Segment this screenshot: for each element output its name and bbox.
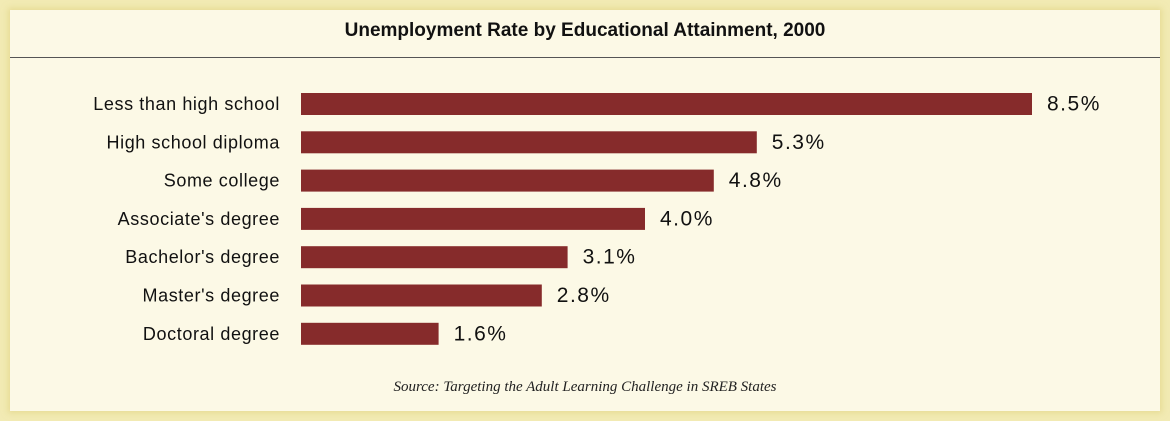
value-label: 1.6% <box>454 322 508 345</box>
bar <box>301 246 568 269</box>
value-label: 4.8% <box>729 169 783 192</box>
category-label: Less than high school <box>93 94 280 114</box>
category-label: Bachelor's degree <box>125 247 280 267</box>
source-note: Source: Targeting the Adult Learning Cha… <box>393 379 777 395</box>
value-label: 5.3% <box>772 131 826 154</box>
bar <box>301 284 542 307</box>
category-label: High school diploma <box>107 132 281 152</box>
chart-panel: Unemployment Rate by Educational Attainm… <box>10 10 1160 411</box>
chart-title: Unemployment Rate by Educational Attainm… <box>344 20 826 41</box>
title-divider <box>10 57 1160 58</box>
value-label: 2.8% <box>557 284 611 307</box>
category-label: Master's degree <box>143 286 281 306</box>
category-label: Some college <box>164 171 280 191</box>
value-label: 8.5% <box>1047 93 1101 116</box>
bar-chart: Less than high school 8.5% High school dip… <box>93 93 1101 346</box>
value-label: 3.1% <box>583 246 637 269</box>
bar <box>301 93 1032 115</box>
bar <box>301 169 714 192</box>
value-label: 4.0% <box>660 207 714 230</box>
bar <box>301 322 439 345</box>
category-label: Doctoral degree <box>143 324 280 344</box>
bar <box>301 207 645 230</box>
bar <box>301 131 757 154</box>
category-label: Associate's degree <box>118 209 280 229</box>
